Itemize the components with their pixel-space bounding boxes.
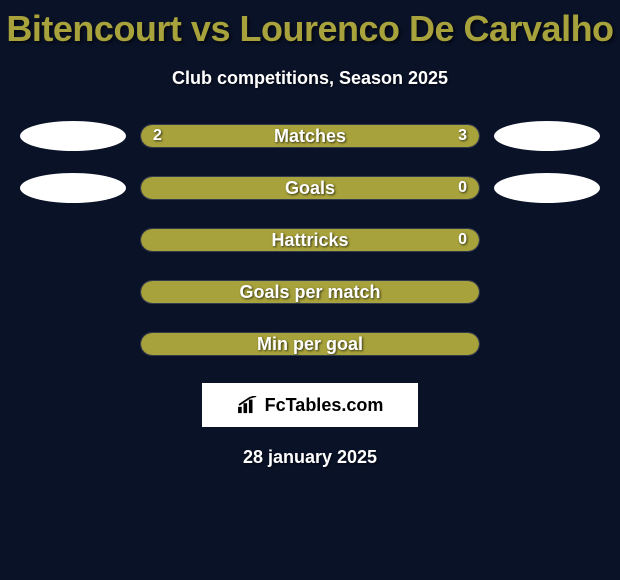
watermark-text: FcTables.com xyxy=(265,395,384,416)
stat-bar: Min per goal xyxy=(140,332,480,356)
spacer xyxy=(20,277,126,307)
stat-row: 0Goals xyxy=(0,173,620,203)
stat-row: Goals per match xyxy=(0,277,620,307)
stat-bar: 0Hattricks xyxy=(140,228,480,252)
stat-row: 0Hattricks xyxy=(0,225,620,255)
date-line: 28 january 2025 xyxy=(0,447,620,468)
spacer xyxy=(494,225,600,255)
bar-fill xyxy=(141,177,479,199)
stat-row: Min per goal xyxy=(0,329,620,359)
page-title: Bitencourt vs Lourenco De Carvalho xyxy=(0,0,620,50)
stat-value-right: 0 xyxy=(458,177,467,199)
spacer xyxy=(494,277,600,307)
spacer xyxy=(20,329,126,359)
stat-bar: 23Matches xyxy=(140,124,480,148)
player-left-ellipse xyxy=(20,173,126,203)
player-right-ellipse xyxy=(494,173,600,203)
watermark-box: FcTables.com xyxy=(202,383,418,427)
stat-bar: 0Goals xyxy=(140,176,480,200)
stat-row: 23Matches xyxy=(0,121,620,151)
player-right-ellipse xyxy=(494,121,600,151)
spacer xyxy=(20,225,126,255)
bar-fill xyxy=(141,333,479,355)
bar-fill xyxy=(141,229,479,251)
stat-bar: Goals per match xyxy=(140,280,480,304)
player-left-ellipse xyxy=(20,121,126,151)
stat-value-left: 2 xyxy=(153,125,162,147)
bar-fill-right xyxy=(276,125,479,147)
spacer xyxy=(494,329,600,359)
comparison-rows: 23Matches0Goals0HattricksGoals per match… xyxy=(0,121,620,359)
bar-fill xyxy=(141,281,479,303)
chart-icon xyxy=(237,396,259,414)
stat-value-right: 3 xyxy=(458,125,467,147)
stat-value-right: 0 xyxy=(458,229,467,251)
subtitle: Club competitions, Season 2025 xyxy=(0,68,620,89)
